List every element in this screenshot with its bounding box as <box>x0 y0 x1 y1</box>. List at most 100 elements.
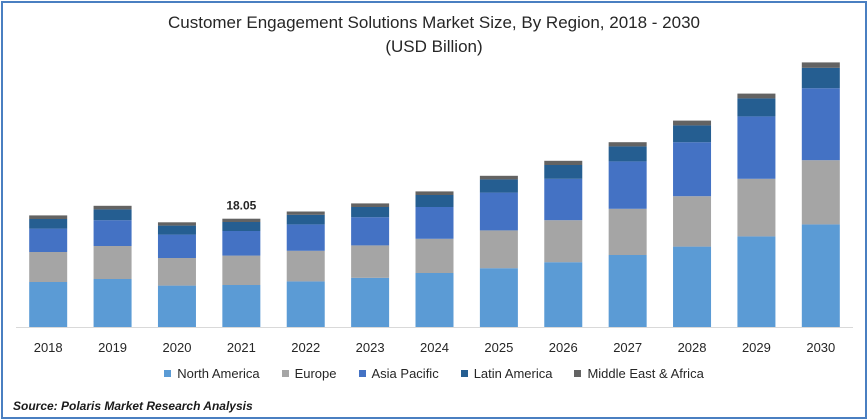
x-tick-label-2019: 2019 <box>98 340 127 355</box>
bar-segment-middle-east-africa-2029 <box>737 93 776 99</box>
bar-segment-europe-2028 <box>673 196 712 247</box>
bar-segment-middle-east-africa-2024 <box>415 191 454 195</box>
bar-segment-middle-east-africa-2030 <box>801 62 840 68</box>
bar-segment-asia-pacific-2030 <box>801 88 840 161</box>
bar-segment-europe-2026 <box>544 220 583 263</box>
legend-item-asia-pacific: Asia Pacific <box>358 366 439 381</box>
legend-label: Middle East & Africa <box>587 366 704 381</box>
chart-legend: North America Europe Asia Pacific Latin Ame… <box>3 366 865 381</box>
bar-segment-middle-east-africa-2022 <box>286 211 325 215</box>
legend-label: North America <box>177 366 260 381</box>
bar-segment-latin-america-2027 <box>608 146 647 162</box>
bar-segment-latin-america-2024 <box>415 195 454 207</box>
legend-swatch <box>164 370 172 377</box>
bar-segment-north-america-2027 <box>608 255 647 327</box>
bar-segment-middle-east-africa-2019 <box>93 205 132 210</box>
x-tick-label-2018: 2018 <box>34 340 63 355</box>
bar-segment-latin-america-2025 <box>479 179 518 193</box>
legend-label: Latin America <box>473 366 553 381</box>
bar-segment-north-america-2025 <box>479 268 518 327</box>
x-tick-label-2022: 2022 <box>291 340 320 355</box>
bar-segment-middle-east-africa-2028 <box>673 120 712 126</box>
bar-segment-latin-america-2023 <box>351 207 390 218</box>
bar-segment-latin-america-2019 <box>93 209 132 221</box>
bar-segment-middle-east-africa-2026 <box>544 160 583 165</box>
bar-segment-north-america-2019 <box>93 279 132 327</box>
bar-segment-north-america-2028 <box>673 246 712 327</box>
bar-segment-north-america-2024 <box>415 273 454 327</box>
bar-segment-latin-america-2026 <box>544 165 583 179</box>
x-tick-label-2025: 2025 <box>484 340 513 355</box>
bar-segment-north-america-2018 <box>29 282 68 327</box>
legend-swatch <box>574 370 582 377</box>
bar-segment-middle-east-africa-2027 <box>608 142 647 147</box>
bar-segment-latin-america-2030 <box>801 67 840 89</box>
legend-swatch <box>281 370 289 377</box>
bar-segment-europe-2023 <box>351 245 390 278</box>
bar-segment-europe-2020 <box>157 258 196 286</box>
x-tick-label-2030: 2030 <box>806 340 835 355</box>
bar-segment-north-america-2020 <box>157 285 196 327</box>
x-tick-label-2028: 2028 <box>678 340 707 355</box>
bar-segment-europe-2030 <box>801 160 840 225</box>
bar-segment-asia-pacific-2021 <box>222 231 261 256</box>
bar-segment-latin-america-2020 <box>157 225 196 235</box>
bar-segment-middle-east-africa-2021 <box>222 218 261 222</box>
bar-segment-latin-america-2028 <box>673 125 712 143</box>
x-tick-label-2023: 2023 <box>356 340 385 355</box>
bar-segment-latin-america-2018 <box>29 219 68 229</box>
bar-segment-asia-pacific-2027 <box>608 161 647 209</box>
legend-item-middle-east-africa: Middle East & Africa <box>574 366 704 381</box>
bar-segment-latin-america-2022 <box>286 214 325 225</box>
legend-item-latin-america: Latin America <box>460 366 553 381</box>
bar-segment-europe-2027 <box>608 208 647 255</box>
legend-swatch <box>460 370 468 377</box>
bar-segment-middle-east-africa-2023 <box>351 203 390 207</box>
bar-segment-asia-pacific-2022 <box>286 224 325 251</box>
bar-segment-europe-2025 <box>479 230 518 269</box>
source-note: Source: Polaris Market Research Analysis <box>13 399 253 413</box>
bar-segment-north-america-2021 <box>222 285 261 327</box>
bar-segment-europe-2019 <box>93 246 132 279</box>
stacked-bar-chart: 2018 2019 2020 18.05 2021 2022 2023 2024 2025 202… <box>16 62 853 355</box>
bar-segment-asia-pacific-2018 <box>29 228 68 252</box>
bar-segment-asia-pacific-2025 <box>479 192 518 231</box>
bar-segment-europe-2022 <box>286 250 325 282</box>
bar-segment-north-america-2023 <box>351 277 390 327</box>
x-tick-label-2020: 2020 <box>163 340 192 355</box>
data-label-2021: 18.05 <box>226 199 256 213</box>
x-tick-label-2024: 2024 <box>420 340 449 355</box>
bar-segment-middle-east-africa-2018 <box>29 215 68 219</box>
bar-segment-latin-america-2029 <box>737 98 776 117</box>
x-tick-label-2021: 2021 <box>227 340 256 355</box>
bar-segment-asia-pacific-2024 <box>415 207 454 239</box>
x-tick-label-2029: 2029 <box>742 340 771 355</box>
bar-segment-europe-2029 <box>737 178 776 237</box>
x-tick-label-2027: 2027 <box>613 340 642 355</box>
x-tick-label-2026: 2026 <box>549 340 578 355</box>
bar-segment-asia-pacific-2026 <box>544 178 583 221</box>
bar-segment-north-america-2030 <box>801 224 840 327</box>
bar-segment-north-america-2022 <box>286 281 325 327</box>
legend-swatch <box>358 370 366 377</box>
bar-segment-middle-east-africa-2020 <box>157 222 196 226</box>
bar-segment-europe-2024 <box>415 238 454 273</box>
bar-segment-latin-america-2021 <box>222 222 261 231</box>
bar-segment-north-america-2026 <box>544 262 583 327</box>
bar-segment-asia-pacific-2019 <box>93 220 132 246</box>
bar-segment-europe-2018 <box>29 252 68 282</box>
bar-segment-asia-pacific-2023 <box>351 217 390 246</box>
chart-title: Customer Engagement Solutions Market Siz… <box>167 13 700 32</box>
bar-segment-middle-east-africa-2025 <box>479 175 518 180</box>
bar-segment-europe-2021 <box>222 255 261 285</box>
bar-segment-north-america-2029 <box>737 236 776 327</box>
legend-item-north-america: North America <box>164 366 260 381</box>
bar-segment-asia-pacific-2028 <box>673 142 712 197</box>
chart-subtitle: (USD Billion) <box>385 37 483 56</box>
bar-segment-asia-pacific-2020 <box>157 234 196 258</box>
legend-label: Asia Pacific <box>371 366 439 381</box>
bar-segment-asia-pacific-2029 <box>737 116 776 179</box>
legend-item-europe: Europe <box>281 366 337 381</box>
legend-label: Europe <box>294 366 337 381</box>
